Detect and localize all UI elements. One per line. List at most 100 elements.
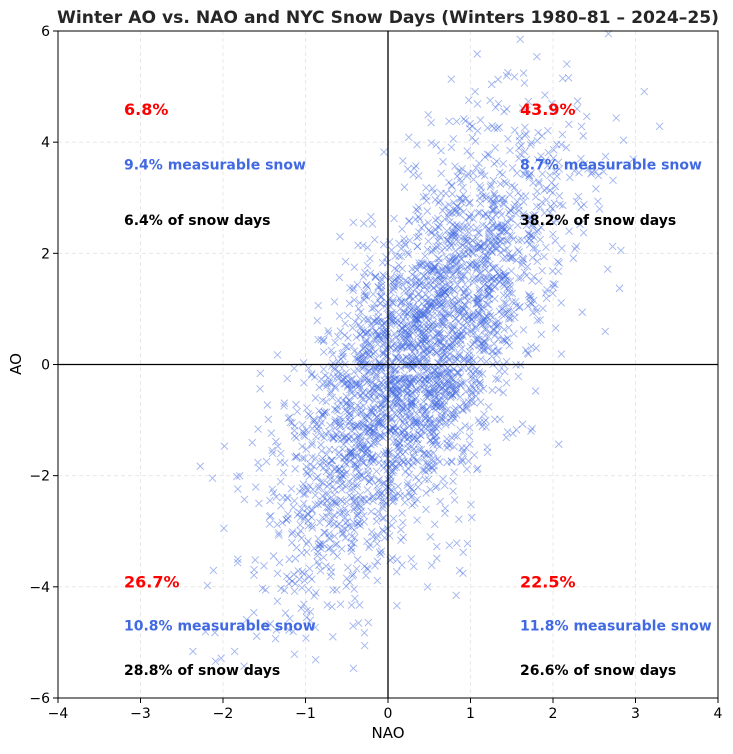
- data-point: [272, 626, 281, 634]
- data-point: [464, 249, 472, 258]
- data-point: [489, 347, 498, 355]
- data-point: [487, 217, 496, 225]
- data-point: [375, 476, 383, 484]
- data-point: [261, 585, 270, 594]
- data-point: [298, 420, 307, 429]
- data-point: [469, 330, 477, 338]
- data-point: [454, 305, 462, 313]
- data-point: [594, 171, 603, 180]
- data-point: [362, 328, 370, 337]
- data-point: [398, 561, 406, 569]
- data-point: [269, 488, 278, 497]
- data-point: [452, 332, 461, 340]
- data-point: [347, 342, 356, 350]
- data-point: [370, 418, 378, 427]
- data-point: [350, 505, 358, 514]
- data-point: [398, 281, 407, 289]
- data-point: [426, 276, 435, 285]
- data-point: [329, 433, 337, 442]
- data-point: [392, 453, 400, 461]
- data-point: [390, 214, 398, 223]
- data-point: [475, 229, 484, 237]
- data-point: [412, 162, 420, 170]
- data-point: [518, 420, 527, 428]
- data-point: [240, 495, 249, 504]
- data-point: [363, 467, 372, 475]
- data-point: [289, 627, 297, 636]
- data-point: [503, 308, 511, 317]
- data-point: [337, 355, 345, 363]
- data-point: [445, 258, 453, 267]
- data-point: [388, 424, 397, 432]
- data-point: [491, 236, 499, 244]
- data-point: [393, 266, 401, 274]
- data-point: [457, 285, 465, 293]
- data-point: [407, 555, 416, 563]
- data-point: [279, 468, 288, 477]
- data-point: [447, 75, 456, 83]
- data-point: [479, 240, 488, 248]
- data-point: [208, 474, 217, 482]
- data-point: [312, 588, 320, 597]
- data-point: [405, 236, 414, 245]
- data-point: [497, 220, 506, 229]
- data-point: [482, 210, 491, 219]
- data-point: [544, 148, 553, 157]
- data-point: [302, 404, 311, 412]
- data-point: [272, 437, 280, 446]
- data-point: [450, 256, 459, 265]
- data-point: [486, 328, 495, 337]
- data-point: [538, 198, 546, 206]
- data-point: [335, 312, 344, 320]
- data-point: [432, 379, 441, 387]
- data-point: [328, 456, 336, 465]
- data-point: [512, 425, 521, 434]
- data-point: [546, 186, 554, 195]
- data-point: [475, 370, 484, 379]
- data-point: [370, 299, 379, 308]
- data-point: [401, 276, 410, 285]
- data-point: [441, 421, 450, 429]
- data-point: [516, 302, 524, 311]
- data-point: [514, 189, 522, 197]
- data-point: [310, 416, 319, 425]
- data-point: [491, 244, 500, 253]
- data-point: [548, 289, 557, 298]
- data-point: [350, 585, 359, 593]
- data-point: [337, 471, 346, 480]
- data-point: [478, 192, 487, 200]
- data-point: [400, 492, 409, 500]
- data-point: [328, 602, 336, 611]
- data-point: [393, 601, 401, 610]
- data-point: [612, 114, 621, 122]
- data-point: [363, 368, 372, 376]
- data-point: [422, 192, 430, 200]
- data-point: [291, 465, 300, 473]
- data-point: [405, 432, 414, 441]
- data-point: [403, 165, 412, 173]
- data-point: [433, 455, 442, 463]
- data-point: [359, 402, 368, 410]
- data-point: [591, 167, 600, 176]
- data-point: [466, 119, 474, 128]
- data-point: [341, 257, 350, 266]
- data-point: [281, 459, 289, 467]
- data-point: [427, 381, 436, 389]
- data-point: [456, 426, 465, 434]
- data-point: [549, 283, 557, 292]
- data-point: [472, 299, 481, 307]
- data-point: [290, 570, 298, 579]
- data-point: [488, 313, 497, 322]
- data-point: [467, 500, 475, 509]
- data-point: [401, 361, 409, 370]
- data-point: [471, 87, 479, 96]
- data-point: [345, 410, 353, 418]
- data-point: [427, 260, 436, 268]
- data-point: [373, 531, 382, 539]
- data-point: [380, 339, 388, 347]
- data-point: [399, 518, 407, 527]
- data-point: [533, 257, 542, 266]
- data-point: [408, 492, 416, 501]
- data-point: [413, 242, 422, 251]
- data-point: [308, 441, 316, 449]
